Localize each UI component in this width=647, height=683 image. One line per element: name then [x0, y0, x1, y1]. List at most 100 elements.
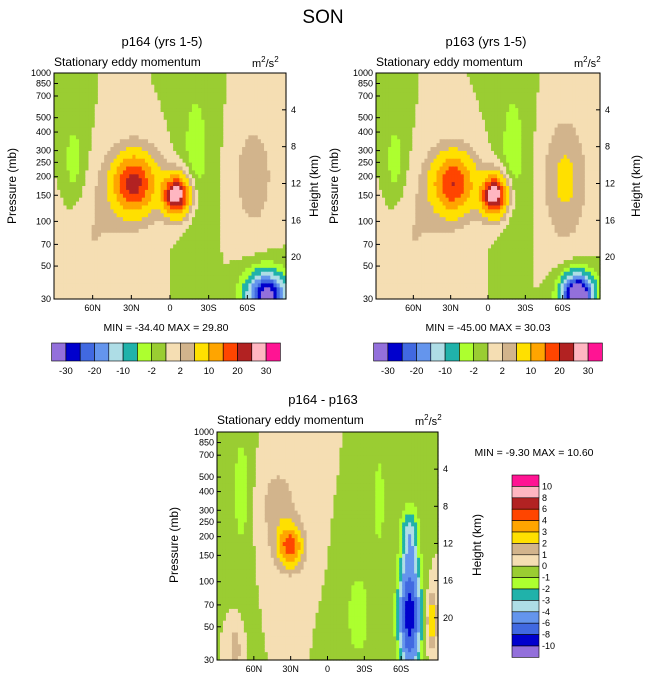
contour-cell [88, 287, 93, 292]
contour-cell [388, 228, 392, 234]
contour-cell [72, 271, 77, 277]
contour-cell [101, 267, 105, 273]
contour-cell [394, 263, 398, 269]
contour-cell [60, 209, 65, 214]
contour-cell [276, 96, 281, 101]
contour-cell [198, 104, 202, 109]
pressure-tick-label: 300 [36, 146, 51, 156]
contour-cell [238, 135, 243, 140]
contour-cell [213, 96, 218, 101]
contour-cell [97, 166, 102, 172]
contour-cell [394, 287, 398, 292]
contour-cell [144, 100, 149, 105]
contour-cell [273, 88, 278, 94]
contour-cell [282, 166, 287, 172]
contour-cell [406, 205, 410, 210]
contour-cell [400, 275, 404, 281]
contour-cell [406, 127, 410, 133]
contour-cell [273, 139, 278, 144]
contour-cell [126, 193, 130, 199]
contour-cell [66, 252, 71, 257]
contour-cell [113, 240, 118, 246]
contour-cell [104, 84, 108, 90]
contour-cell [141, 244, 146, 249]
contour-cell [163, 275, 168, 281]
contour-cell [210, 186, 215, 191]
contour-cell [116, 189, 121, 195]
contour-cell [201, 111, 206, 117]
contour-cell [88, 248, 93, 253]
contour-cell [232, 88, 237, 94]
contour-cell [403, 76, 407, 82]
contour-cell [270, 76, 275, 82]
contour-cell [223, 240, 228, 246]
contour-cell [210, 84, 215, 90]
contour-cell [66, 291, 71, 296]
contour-cell [204, 224, 209, 230]
contour-cell [217, 92, 221, 97]
contour-cell [79, 186, 83, 191]
latitude-tick-label: 60N [84, 303, 101, 313]
latitude-tick-label: 30S [201, 303, 217, 313]
contour-cell [57, 170, 61, 175]
contour-cell [57, 260, 61, 265]
contour-cell [204, 178, 209, 183]
contour-cell [282, 127, 287, 133]
contour-cell [82, 147, 86, 152]
contour-cell [226, 131, 231, 136]
contour-cell [273, 295, 278, 300]
contour-cell [188, 115, 193, 121]
contour-cell [75, 193, 80, 199]
contour-cell [400, 279, 404, 285]
contour-cell [119, 271, 124, 277]
contour-cell [217, 189, 221, 195]
contour-cell [245, 182, 249, 187]
contour-cell [166, 213, 171, 218]
contour-cell [170, 84, 174, 90]
contour-cell [400, 73, 404, 78]
contour-cell [220, 240, 224, 246]
pressure-tick-label: 50 [41, 261, 51, 271]
contour-cell [63, 221, 68, 226]
contour-cell [63, 260, 68, 265]
contour-cell [135, 96, 140, 101]
contour-cell [229, 162, 234, 168]
contour-cell [273, 221, 278, 226]
contour-cell [232, 73, 237, 78]
contour-cell [217, 267, 221, 273]
contour-cell [113, 275, 118, 281]
contour-cell [238, 143, 243, 148]
contour-cell [220, 111, 224, 117]
contour-cell [229, 228, 234, 234]
contour-cell [232, 189, 237, 195]
contour-cell [245, 108, 249, 113]
contour-cell [63, 162, 68, 168]
contour-cell [126, 197, 130, 203]
contour-cell [160, 119, 165, 125]
contour-cell [107, 252, 112, 257]
contour-cell [119, 213, 124, 218]
contour-cell [163, 131, 168, 136]
contour-cell [379, 131, 383, 136]
contour-cell [148, 209, 152, 214]
contour-cell [66, 295, 71, 300]
contour-cell [201, 287, 206, 292]
contour-cell [257, 228, 262, 234]
contour-cell [235, 115, 240, 121]
contour-cell [132, 221, 137, 226]
contour-cell [166, 154, 171, 160]
contour-cell [210, 197, 215, 203]
contour-cell [235, 158, 240, 164]
contour-cell [406, 217, 410, 222]
contour-cell [126, 252, 130, 257]
contour-cell [264, 104, 268, 109]
contour-cell [191, 256, 196, 261]
contour-cell [229, 271, 234, 277]
contour-cell [107, 111, 112, 117]
contour-cell [201, 291, 206, 296]
contour-cell [101, 193, 105, 199]
contour-cell [260, 147, 265, 152]
contour-cell [217, 236, 221, 242]
contour-cell [157, 256, 162, 261]
contour-cell [110, 209, 115, 214]
